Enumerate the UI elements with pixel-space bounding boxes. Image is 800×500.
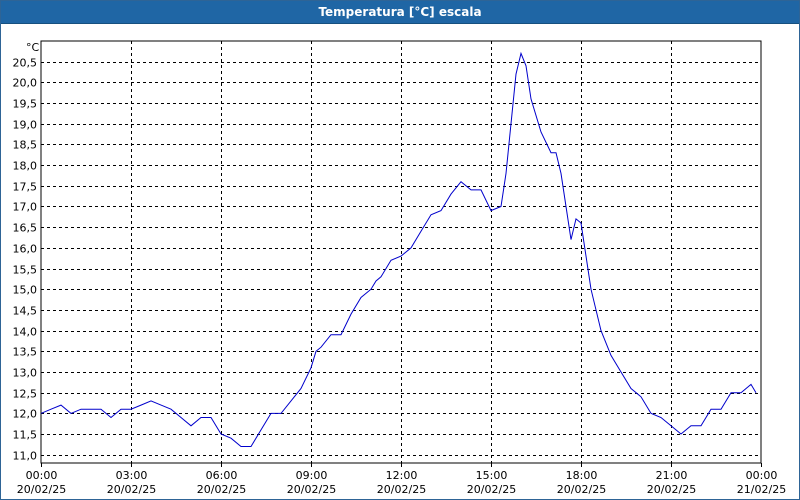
y-tick-label: 19,0 [13, 119, 38, 132]
y-tick-label: 17,0 [13, 201, 38, 214]
x-tick-time-label: 00:00 [746, 469, 778, 482]
x-tick-date-label: 20/02/25 [377, 483, 426, 496]
y-tick-label: 18,5 [13, 139, 38, 152]
y-tick-label: 12,0 [13, 408, 38, 421]
temperature-series-line [40, 51, 757, 447]
y-tick-label: 13,0 [13, 367, 38, 380]
y-tick-label: 15,0 [13, 284, 38, 297]
y-tick-label: 11,0 [13, 450, 38, 463]
y-tick-label: 17,5 [13, 181, 38, 194]
x-tick-time-label: 03:00 [116, 469, 148, 482]
x-tick-time-label: 00:00 [26, 469, 58, 482]
x-tick-time-label: 15:00 [476, 469, 508, 482]
x-tick-date-label: 20/02/25 [557, 483, 606, 496]
y-tick-label: 20,0 [13, 77, 38, 90]
window-title: Temperatura [°C] escala [1, 1, 799, 24]
x-axis-ticks: 00:0020/02/2503:0020/02/2506:0020/02/250… [17, 463, 786, 496]
x-tick-date-label: 20/02/25 [197, 483, 246, 496]
y-tick-label: 18,0 [13, 160, 38, 173]
grid [41, 41, 761, 463]
y-tick-label: 12,5 [13, 388, 38, 401]
x-tick-time-label: 12:00 [386, 469, 418, 482]
temperature-chart: 11,0 11,5 12,0 12,5 13,0 13,5 14,0 14,5 15,0 15,5… [13, 40, 786, 496]
y-tick-label: 14,5 [13, 305, 38, 318]
x-tick-time-label: 21:00 [656, 469, 688, 482]
y-tick-label: 15,5 [13, 264, 38, 277]
y-tick-label: 16,0 [13, 243, 38, 256]
y-tick-label: 14,0 [13, 326, 38, 339]
y-tick-label: 13,5 [13, 346, 38, 359]
x-tick-time-label: 09:00 [296, 469, 328, 482]
y-tick-label: 11,5 [13, 429, 38, 442]
x-tick-date-label: 20/02/25 [17, 483, 66, 496]
x-tick-time-label: 18:00 [566, 469, 598, 482]
y-axis-unit: °C [26, 41, 40, 54]
x-tick-time-label: 06:00 [206, 469, 238, 482]
x-tick-date-label: 20/02/25 [287, 483, 336, 496]
y-axis-ticks: 11,0 11,5 12,0 12,5 13,0 13,5 14,0 14,5 15,0 15,5… [13, 57, 38, 463]
y-tick-label: 16,5 [13, 222, 38, 235]
y-tick-label: 20,5 [13, 57, 38, 70]
x-tick-date-label: 20/02/25 [647, 483, 696, 496]
x-tick-date-label: 21/02/25 [737, 483, 786, 496]
x-tick-date-label: 20/02/25 [107, 483, 156, 496]
x-tick-date-label: 20/02/25 [467, 483, 516, 496]
y-tick-label: 19,5 [13, 98, 38, 111]
